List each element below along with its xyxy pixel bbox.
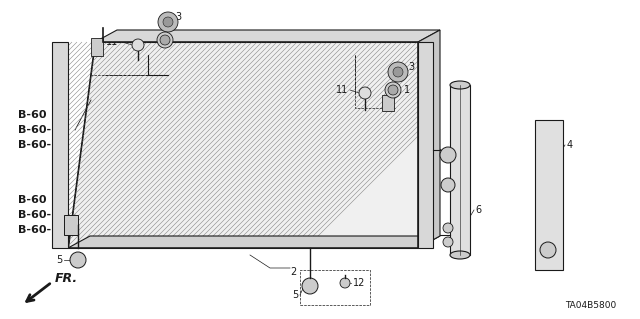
Circle shape xyxy=(302,278,318,294)
Text: 5: 5 xyxy=(56,255,62,265)
Circle shape xyxy=(388,85,398,95)
Text: 10: 10 xyxy=(460,178,472,188)
Text: B-60: B-60 xyxy=(18,195,47,205)
Circle shape xyxy=(70,252,86,268)
Bar xyxy=(535,120,563,270)
Polygon shape xyxy=(418,30,440,248)
Circle shape xyxy=(340,278,350,288)
Text: 12: 12 xyxy=(353,278,365,288)
Bar xyxy=(382,95,394,111)
Text: 11: 11 xyxy=(106,37,118,47)
Text: FR.: FR. xyxy=(55,271,78,285)
Bar xyxy=(52,42,68,248)
Text: B-60-1: B-60-1 xyxy=(18,210,59,220)
Text: 3: 3 xyxy=(175,12,181,22)
Circle shape xyxy=(359,87,371,99)
Circle shape xyxy=(540,242,556,258)
Circle shape xyxy=(441,178,455,192)
Text: B-60-2: B-60-2 xyxy=(18,225,59,235)
Text: 2: 2 xyxy=(290,267,296,277)
Text: 7: 7 xyxy=(429,138,435,148)
Text: 6: 6 xyxy=(475,205,481,215)
Text: B-60-2: B-60-2 xyxy=(18,140,59,150)
Polygon shape xyxy=(68,42,418,248)
Circle shape xyxy=(163,17,173,27)
Text: B-60: B-60 xyxy=(18,110,47,120)
Text: TA04B5800: TA04B5800 xyxy=(565,300,616,309)
Circle shape xyxy=(158,12,178,32)
Bar xyxy=(450,85,470,255)
Bar xyxy=(91,38,103,56)
Circle shape xyxy=(443,237,453,247)
Text: 3: 3 xyxy=(408,62,414,72)
Text: 1: 1 xyxy=(175,35,181,45)
Circle shape xyxy=(393,67,403,77)
Text: 1: 1 xyxy=(404,85,410,95)
Text: 11: 11 xyxy=(336,85,348,95)
Ellipse shape xyxy=(450,251,470,259)
Text: 8: 8 xyxy=(457,223,463,233)
Text: 8: 8 xyxy=(457,237,463,247)
Circle shape xyxy=(132,39,144,51)
Bar xyxy=(64,215,78,235)
Circle shape xyxy=(385,82,401,98)
Text: 9: 9 xyxy=(537,260,543,270)
Text: 5: 5 xyxy=(292,290,298,300)
Ellipse shape xyxy=(450,81,470,89)
Polygon shape xyxy=(68,236,440,248)
Circle shape xyxy=(440,147,456,163)
Circle shape xyxy=(160,35,170,45)
Text: B-60-1: B-60-1 xyxy=(18,125,59,135)
Bar xyxy=(418,42,433,248)
Polygon shape xyxy=(95,30,440,42)
Circle shape xyxy=(388,62,408,82)
Text: 4: 4 xyxy=(567,140,573,150)
Circle shape xyxy=(443,223,453,233)
Circle shape xyxy=(157,32,173,48)
